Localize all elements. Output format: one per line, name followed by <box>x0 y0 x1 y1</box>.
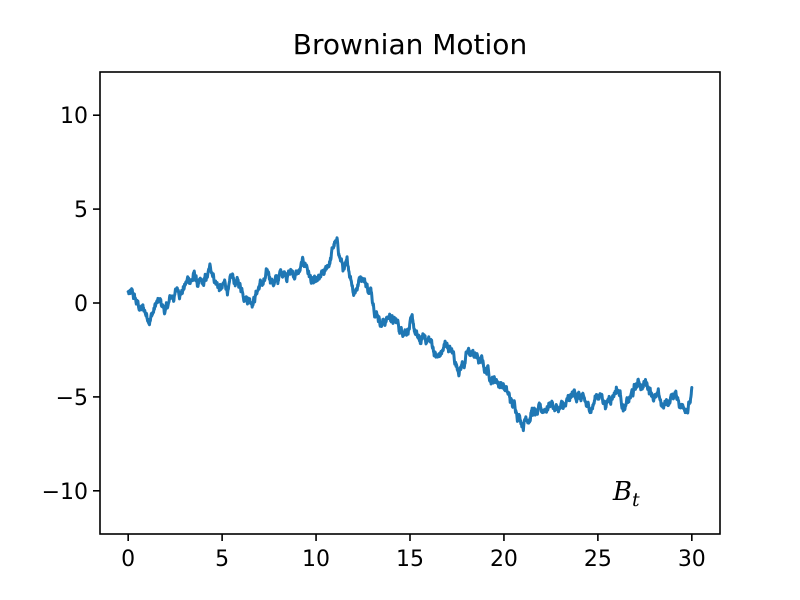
y-tick-label: 10 <box>60 104 88 129</box>
x-tick-label: 30 <box>678 547 706 572</box>
y-tick-label: 5 <box>74 198 88 223</box>
axes: 0 5 10 15 20 25 30 10 5 0 −5 −10 <box>42 71 721 572</box>
series-line <box>126 236 694 433</box>
plot-area <box>126 236 694 433</box>
x-tick-label: 15 <box>396 547 424 572</box>
x-tick-label: 10 <box>302 547 330 572</box>
annotations: Bt <box>612 477 640 511</box>
x-tick-label: 0 <box>121 547 135 572</box>
y-tick-label: −5 <box>56 386 88 411</box>
chart-title: Brownian Motion <box>293 28 527 61</box>
x-tick-label: 25 <box>584 547 612 572</box>
y-tick-label: 0 <box>74 292 88 317</box>
series-annotation: Bt <box>612 477 640 511</box>
x-tick-label: 20 <box>490 547 518 572</box>
y-tick-label: −10 <box>42 480 88 505</box>
x-tick-label: 5 <box>215 547 229 572</box>
